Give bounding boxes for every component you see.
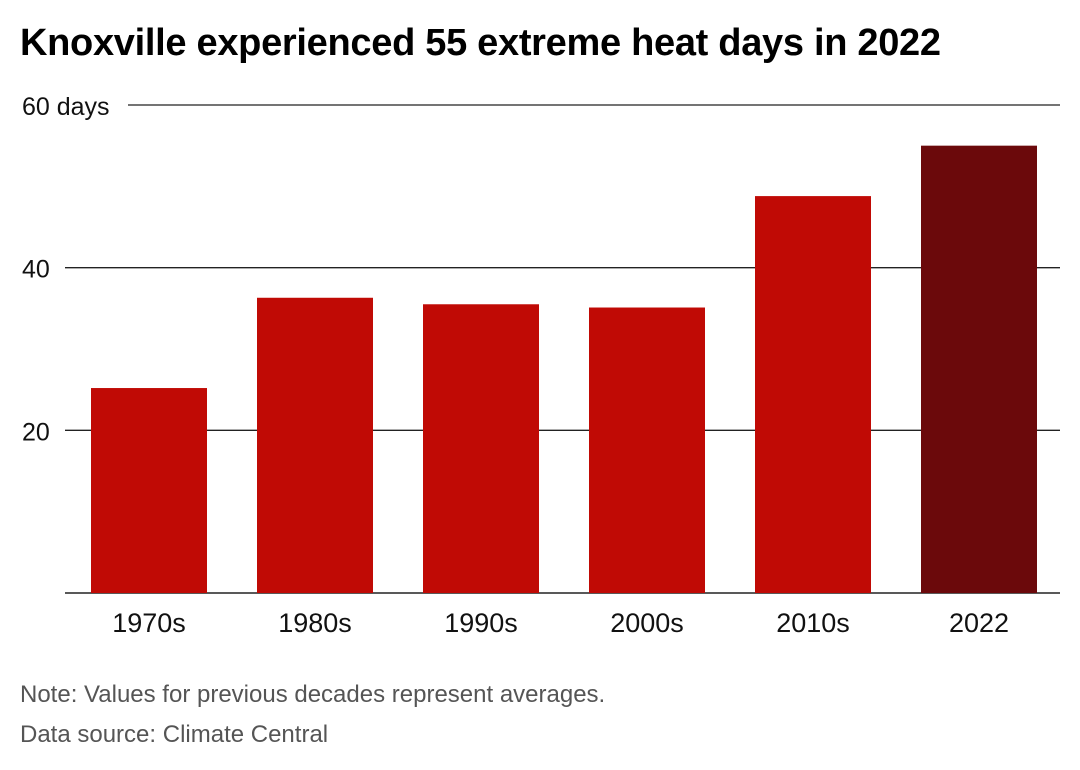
y-tick-label: 20 xyxy=(22,418,50,446)
y-tick-label: 40 xyxy=(22,256,50,284)
bar-2010s xyxy=(755,196,871,594)
x-tick-label: 1980s xyxy=(278,608,352,638)
x-tick-label: 2010s xyxy=(776,608,850,638)
x-tick-label: 1970s xyxy=(112,608,186,638)
chart-title: Knoxville experienced 55 extreme heat da… xyxy=(20,22,941,64)
gridlines xyxy=(65,104,1060,594)
bars xyxy=(91,145,1037,594)
bar-1970s xyxy=(91,388,207,593)
bar-2000s xyxy=(589,307,705,593)
bar-2022 xyxy=(921,145,1037,593)
bar-1990s xyxy=(423,304,539,593)
y-tick-label: 60 days xyxy=(22,93,110,121)
x-tick-label: 2022 xyxy=(949,608,1009,638)
axis-labels: 20 40 60 days 1970s 1980s 1990s 2000s 2010s 2022 xyxy=(22,93,1009,638)
chart-note: Note: Values for previous decades repres… xyxy=(20,681,606,708)
x-tick-label: 2000s xyxy=(610,608,684,638)
bar-chart: 20 40 60 days 1970s 1980s 1990s 2000s 2010s 2022 xyxy=(22,93,1060,638)
data-source: Data source: Climate Central xyxy=(20,721,329,748)
x-tick-label: 1990s xyxy=(444,608,518,638)
bar-1980s xyxy=(257,297,373,593)
